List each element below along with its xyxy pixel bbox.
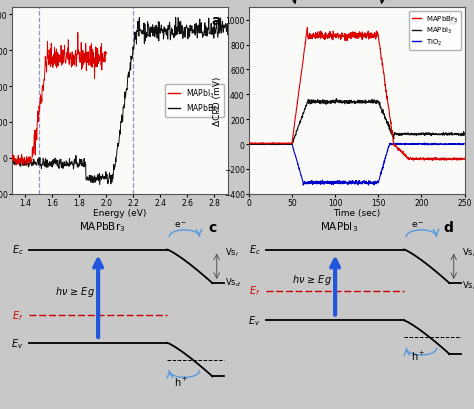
Text: h$^+$: h$^+$	[173, 375, 188, 388]
Text: Vs$_d$: Vs$_d$	[225, 276, 241, 289]
Text: $E_f$: $E_f$	[12, 308, 24, 322]
Text: h$\nu$ ≥ Eg: h$\nu$ ≥ Eg	[55, 284, 95, 298]
X-axis label: Energy (eV): Energy (eV)	[93, 209, 146, 218]
Text: b: b	[448, 14, 458, 28]
Legend: MAPbI$_3$, MAPbBr$_3$: MAPbI$_3$, MAPbBr$_3$	[165, 85, 224, 118]
Text: Light ON: Light ON	[273, 0, 306, 4]
Text: Vs$_l$: Vs$_l$	[225, 245, 239, 258]
Text: Vs$_l$: Vs$_l$	[462, 245, 474, 258]
Text: e$^-$: e$^-$	[173, 220, 187, 229]
Text: Light OFF: Light OFF	[367, 0, 403, 4]
Text: $E_c$: $E_c$	[12, 243, 24, 257]
Text: $E_c$: $E_c$	[249, 243, 261, 257]
Legend: MAPbBr$_3$, MAPbI$_3$, TiO$_2$: MAPbBr$_3$, MAPbI$_3$, TiO$_2$	[409, 11, 461, 50]
Text: MAPbI$_3$: MAPbI$_3$	[320, 220, 358, 234]
Text: h$\nu$ ≥ Eg: h$\nu$ ≥ Eg	[292, 273, 332, 287]
X-axis label: Time (sec): Time (sec)	[333, 209, 380, 218]
Text: e$^-$: e$^-$	[410, 220, 424, 229]
Text: c: c	[209, 220, 217, 234]
Text: d: d	[444, 220, 454, 234]
Text: $E_v$: $E_v$	[248, 314, 261, 328]
Text: $E_f$: $E_f$	[249, 284, 261, 298]
Y-axis label: ΔCPD (mV): ΔCPD (mV)	[213, 76, 222, 126]
Text: Vs$_d$: Vs$_d$	[462, 279, 474, 292]
Text: a: a	[211, 14, 221, 28]
Text: $E_v$: $E_v$	[11, 336, 24, 350]
Text: h$^+$: h$^+$	[410, 348, 425, 362]
Text: MAPbBr$_3$: MAPbBr$_3$	[79, 220, 126, 234]
